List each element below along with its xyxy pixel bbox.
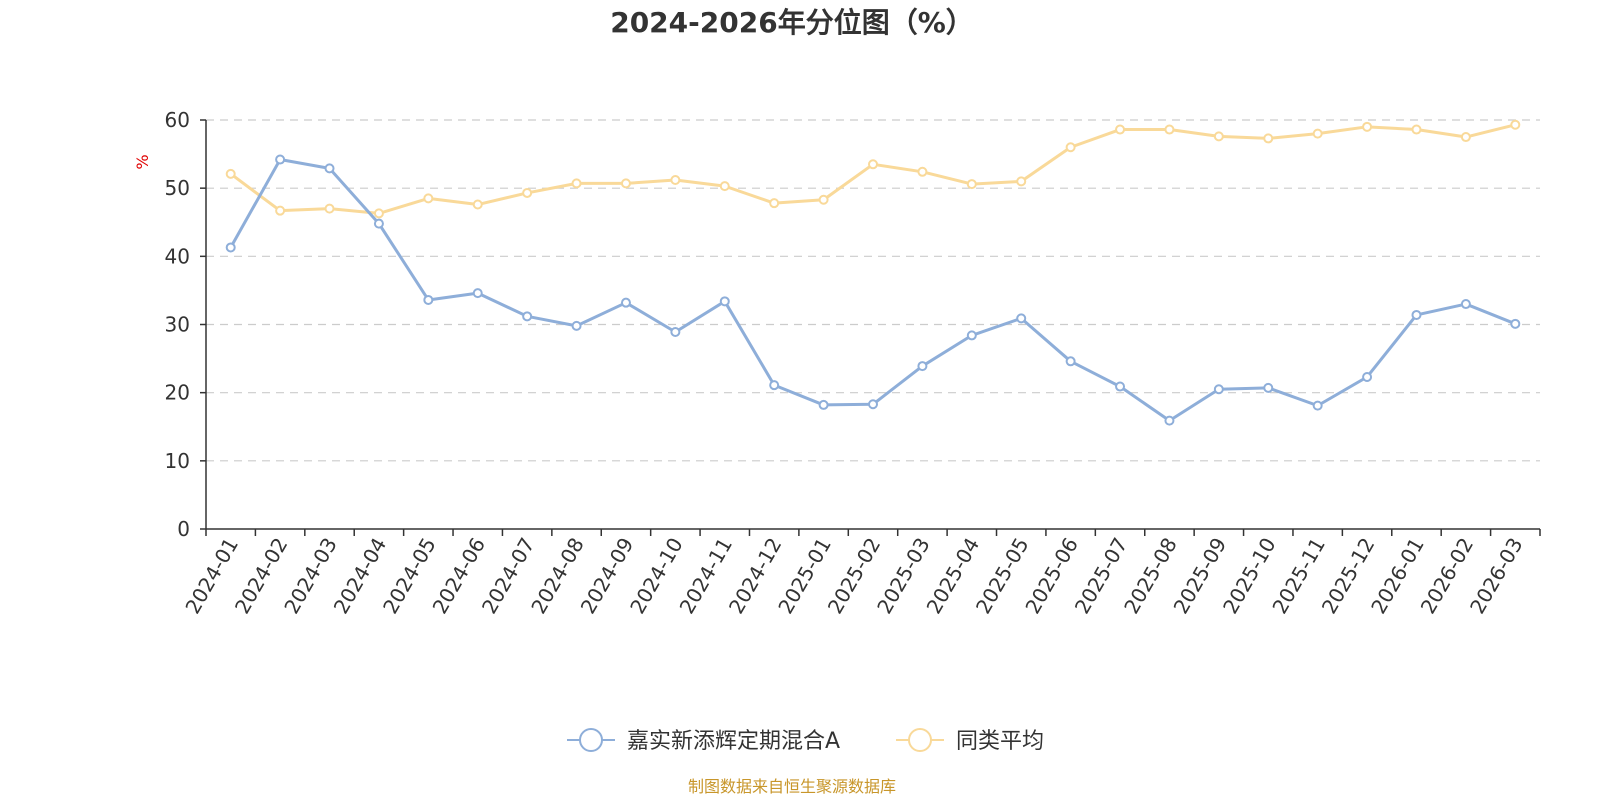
data-point[interactable] xyxy=(818,399,829,410)
legend-label: 嘉实新添辉定期混合A xyxy=(627,729,840,754)
legend[interactable]: 嘉实新添辉定期混合A 同类平均 xyxy=(567,728,1044,754)
data-point[interactable] xyxy=(1164,124,1175,135)
data-point[interactable] xyxy=(719,296,730,307)
data-point[interactable] xyxy=(275,154,286,165)
data-point[interactable] xyxy=(522,187,533,198)
data-point[interactable] xyxy=(1115,124,1126,135)
data-point[interactable] xyxy=(1411,124,1422,135)
data-point[interactable] xyxy=(225,168,236,179)
data-point[interactable] xyxy=(1312,400,1323,411)
y-axis-ticks: 0 10 20 30 40 50 60 xyxy=(165,108,206,541)
data-point[interactable] xyxy=(1016,313,1027,324)
data-point[interactable] xyxy=(917,166,928,177)
data-point[interactable] xyxy=(1065,142,1076,153)
legend-marker xyxy=(579,728,603,752)
data-point[interactable] xyxy=(1065,356,1076,367)
data-point[interactable] xyxy=(868,399,878,410)
data-point[interactable] xyxy=(670,326,681,337)
data-point[interactable] xyxy=(818,194,829,205)
data-point[interactable] xyxy=(324,163,335,174)
data-point[interactable] xyxy=(1213,384,1224,395)
data-point[interactable] xyxy=(620,297,631,308)
data-point[interactable] xyxy=(472,199,483,210)
data-point[interactable] xyxy=(1460,132,1471,143)
legend-item-1[interactable]: 同类平均 xyxy=(896,728,1044,754)
data-point[interactable] xyxy=(1312,128,1323,139)
data-point[interactable] xyxy=(1510,119,1521,130)
data-point[interactable] xyxy=(373,218,384,229)
data-point[interactable] xyxy=(769,198,780,209)
data-point[interactable] xyxy=(1213,131,1224,142)
series-1 xyxy=(225,119,1521,219)
data-point[interactable] xyxy=(571,320,582,331)
series-0 xyxy=(225,154,1521,426)
y-tick-label: 10 xyxy=(165,449,190,473)
data-point[interactable] xyxy=(769,380,780,391)
y-tick-label: 0 xyxy=(177,517,190,541)
data-point[interactable] xyxy=(275,205,286,216)
data-point[interactable] xyxy=(423,294,434,305)
legend-marker xyxy=(908,728,932,752)
data-point[interactable] xyxy=(719,181,730,192)
legend-item-0[interactable]: 嘉实新添辉定期混合A xyxy=(567,728,840,754)
y-tick-label: 60 xyxy=(165,108,190,132)
legend-label: 同类平均 xyxy=(956,729,1044,754)
data-point[interactable] xyxy=(225,242,236,253)
data-point[interactable] xyxy=(868,159,878,170)
y-tick-label: 40 xyxy=(165,244,190,268)
data-point[interactable] xyxy=(571,178,582,189)
data-point[interactable] xyxy=(1411,309,1422,320)
data-point[interactable] xyxy=(1115,381,1126,392)
data-point[interactable] xyxy=(472,288,483,299)
grid-lines xyxy=(206,119,1540,462)
chart-title: 2024-2026年分位图（%） xyxy=(610,6,974,39)
y-tick-label: 50 xyxy=(165,176,190,200)
data-point[interactable] xyxy=(1510,318,1521,329)
data-point[interactable] xyxy=(1016,176,1027,187)
x-axis-ticks: 2024-012024-022024-032024-042024-052024-… xyxy=(180,529,1541,618)
data-point[interactable] xyxy=(1362,371,1373,382)
data-point[interactable] xyxy=(670,174,681,185)
data-point[interactable] xyxy=(1263,133,1274,144)
data-point[interactable] xyxy=(966,179,977,190)
y-axis-unit: % xyxy=(133,154,152,169)
data-point[interactable] xyxy=(917,361,928,372)
axes xyxy=(205,120,1540,530)
series-group xyxy=(225,119,1521,426)
data-point[interactable] xyxy=(620,178,631,189)
data-point[interactable] xyxy=(1460,299,1471,310)
data-point[interactable] xyxy=(1362,121,1373,132)
data-point[interactable] xyxy=(966,330,977,341)
data-source-note: 制图数据来自恒生聚源数据库 xyxy=(688,777,896,796)
y-tick-label: 20 xyxy=(165,381,190,405)
data-point[interactable] xyxy=(1164,415,1175,426)
data-point[interactable] xyxy=(522,311,533,322)
data-point[interactable] xyxy=(324,203,335,214)
data-point[interactable] xyxy=(373,208,384,219)
data-point[interactable] xyxy=(1263,382,1274,393)
y-tick-label: 30 xyxy=(165,313,190,337)
data-point[interactable] xyxy=(423,193,434,204)
